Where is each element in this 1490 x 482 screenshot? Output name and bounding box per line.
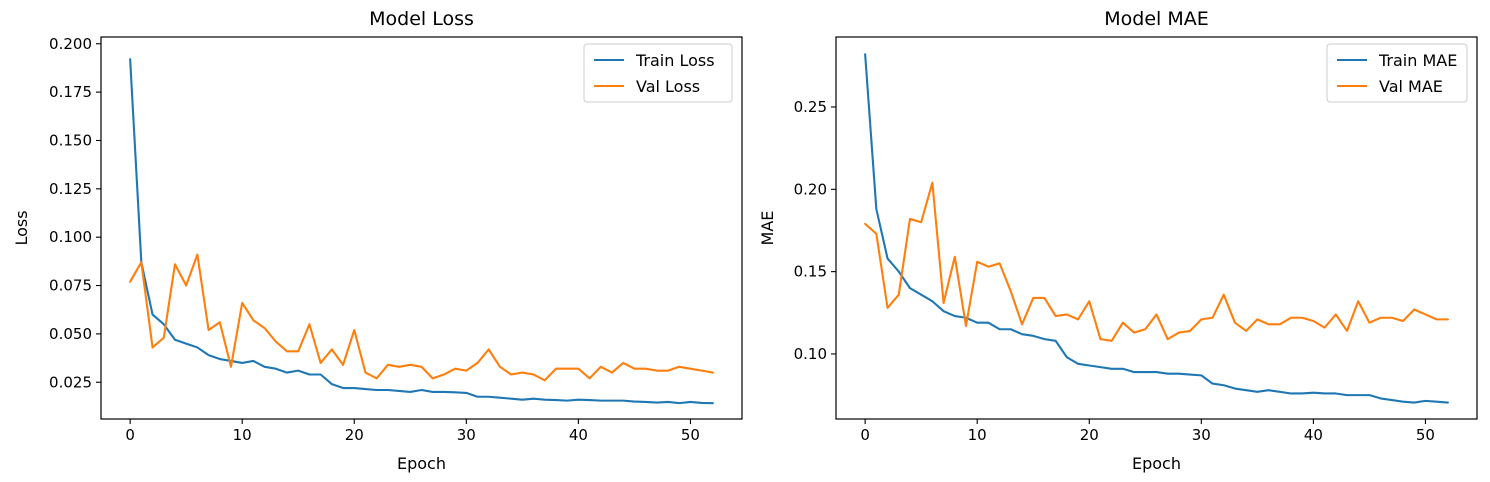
y-tick-label: 0.10 [794,345,827,363]
chart-title: Model MAE [1104,8,1208,30]
y-tick-label: 0.150 [49,131,92,149]
plot-frame [100,36,743,420]
y-tick-label: 0.200 [49,35,92,53]
y-tick-label: 0.25 [794,98,827,116]
x-tick-label: 40 [1304,426,1323,444]
x-tick-label: 40 [569,426,588,444]
x-tick-label: 20 [1080,426,1099,444]
x-tick-label: 30 [1192,426,1211,444]
legend-box [583,43,733,103]
y-tick-label: 0.15 [794,263,827,281]
y-axis-label: Loss [12,210,31,245]
series-line-val-mae [864,181,1449,342]
x-axis-label: Epoch [397,454,446,473]
y-tick-label: 0.075 [49,277,92,295]
series-line-train-mae [864,53,1449,404]
y-tick-label: 0.050 [49,325,92,343]
legend-label: Train MAE [1378,51,1457,70]
x-tick-label: 10 [233,426,252,444]
y-axis-label: MAE [758,211,777,246]
legend: Train MAE Val MAE [1326,43,1468,103]
legend-label: Train Loss [635,51,715,70]
y-tick-label: 0.125 [49,180,92,198]
x-tick-label: 50 [681,426,700,444]
x-axis-label: Epoch [1132,454,1181,473]
legend: Train Loss Val Loss [583,43,733,103]
y-tick-label: 0.175 [49,83,92,101]
x-tick-label: 10 [968,426,987,444]
legend-box [1326,43,1468,103]
series-line-train-loss [129,58,714,405]
x-tick-label: 20 [345,426,364,444]
series-line-val-loss [129,253,714,382]
legend-label: Val Loss [636,77,700,96]
y-tick-label: 0.025 [49,373,92,391]
y-tick-label: 0.100 [49,228,92,246]
x-tick-label: 0 [860,426,870,444]
legend-label: Val MAE [1379,77,1443,96]
y-tick-label: 0.20 [794,180,827,198]
x-tick-label: 50 [1416,426,1435,444]
chart-panel-2: 0 10 20 30 40 50 0.10 0.15 0.20 0.25 Model MAE Epoc… [758,8,1478,473]
chart-panel-1: 0 10 20 30 40 50 0.025 0.050 0.075 0.100 0.125 0.15… [12,8,743,473]
x-tick-label: 30 [457,426,476,444]
x-tick-label: 0 [125,426,135,444]
chart-title: Model Loss [369,8,474,30]
plot-frame [835,36,1478,420]
